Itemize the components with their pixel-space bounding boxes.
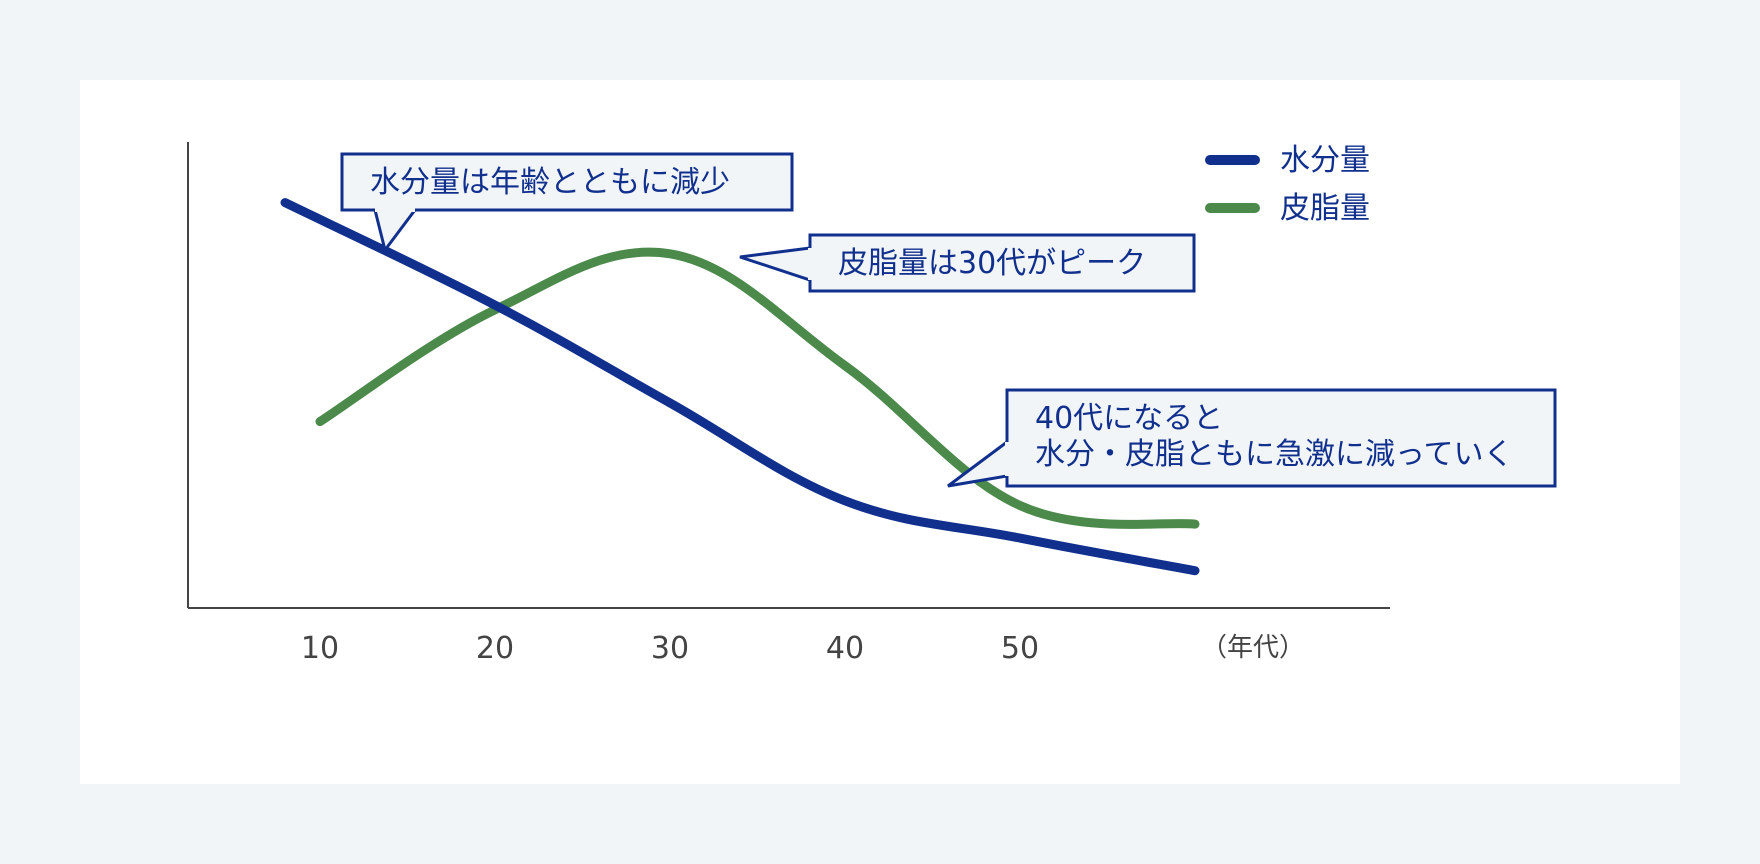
callout-box-forties-drop (1005, 388, 1557, 488)
callout-text-water-decline: 水分量は年齢とともに減少 (370, 165, 730, 200)
callout-text-forties-drop: 40代になると (1035, 401, 1223, 436)
x-tick-label: 30 (651, 631, 689, 666)
x-tick-label: 50 (1001, 631, 1039, 666)
callout-box-sebum-peak (808, 233, 1196, 293)
x-tick-label: 10 (301, 631, 339, 666)
legend-label-1: 皮脂量 (1280, 191, 1370, 226)
series-line-water (280, 198, 1200, 576)
callout-text-sebum-peak: 皮脂量は30代がピーク (838, 246, 1146, 281)
series-line-sebum (315, 247, 1200, 529)
legend-label-0: 水分量 (1280, 143, 1370, 178)
x-tick-label: 20 (476, 631, 514, 666)
callout-pointer-sebum-peak (739, 246, 812, 283)
x-axis-unit-label: （年代） (1201, 633, 1305, 663)
callout-text-forties-drop: 水分・皮脂ともに急激に減っていく (1035, 437, 1514, 472)
callout-box-water-decline (340, 152, 794, 212)
x-tick-label: 40 (826, 631, 864, 666)
chart-card: 10 20 30 40 50 （年代） 水分量皮脂量 水分量は年齢とともに減少皮脂量は30代が… (80, 80, 1680, 784)
